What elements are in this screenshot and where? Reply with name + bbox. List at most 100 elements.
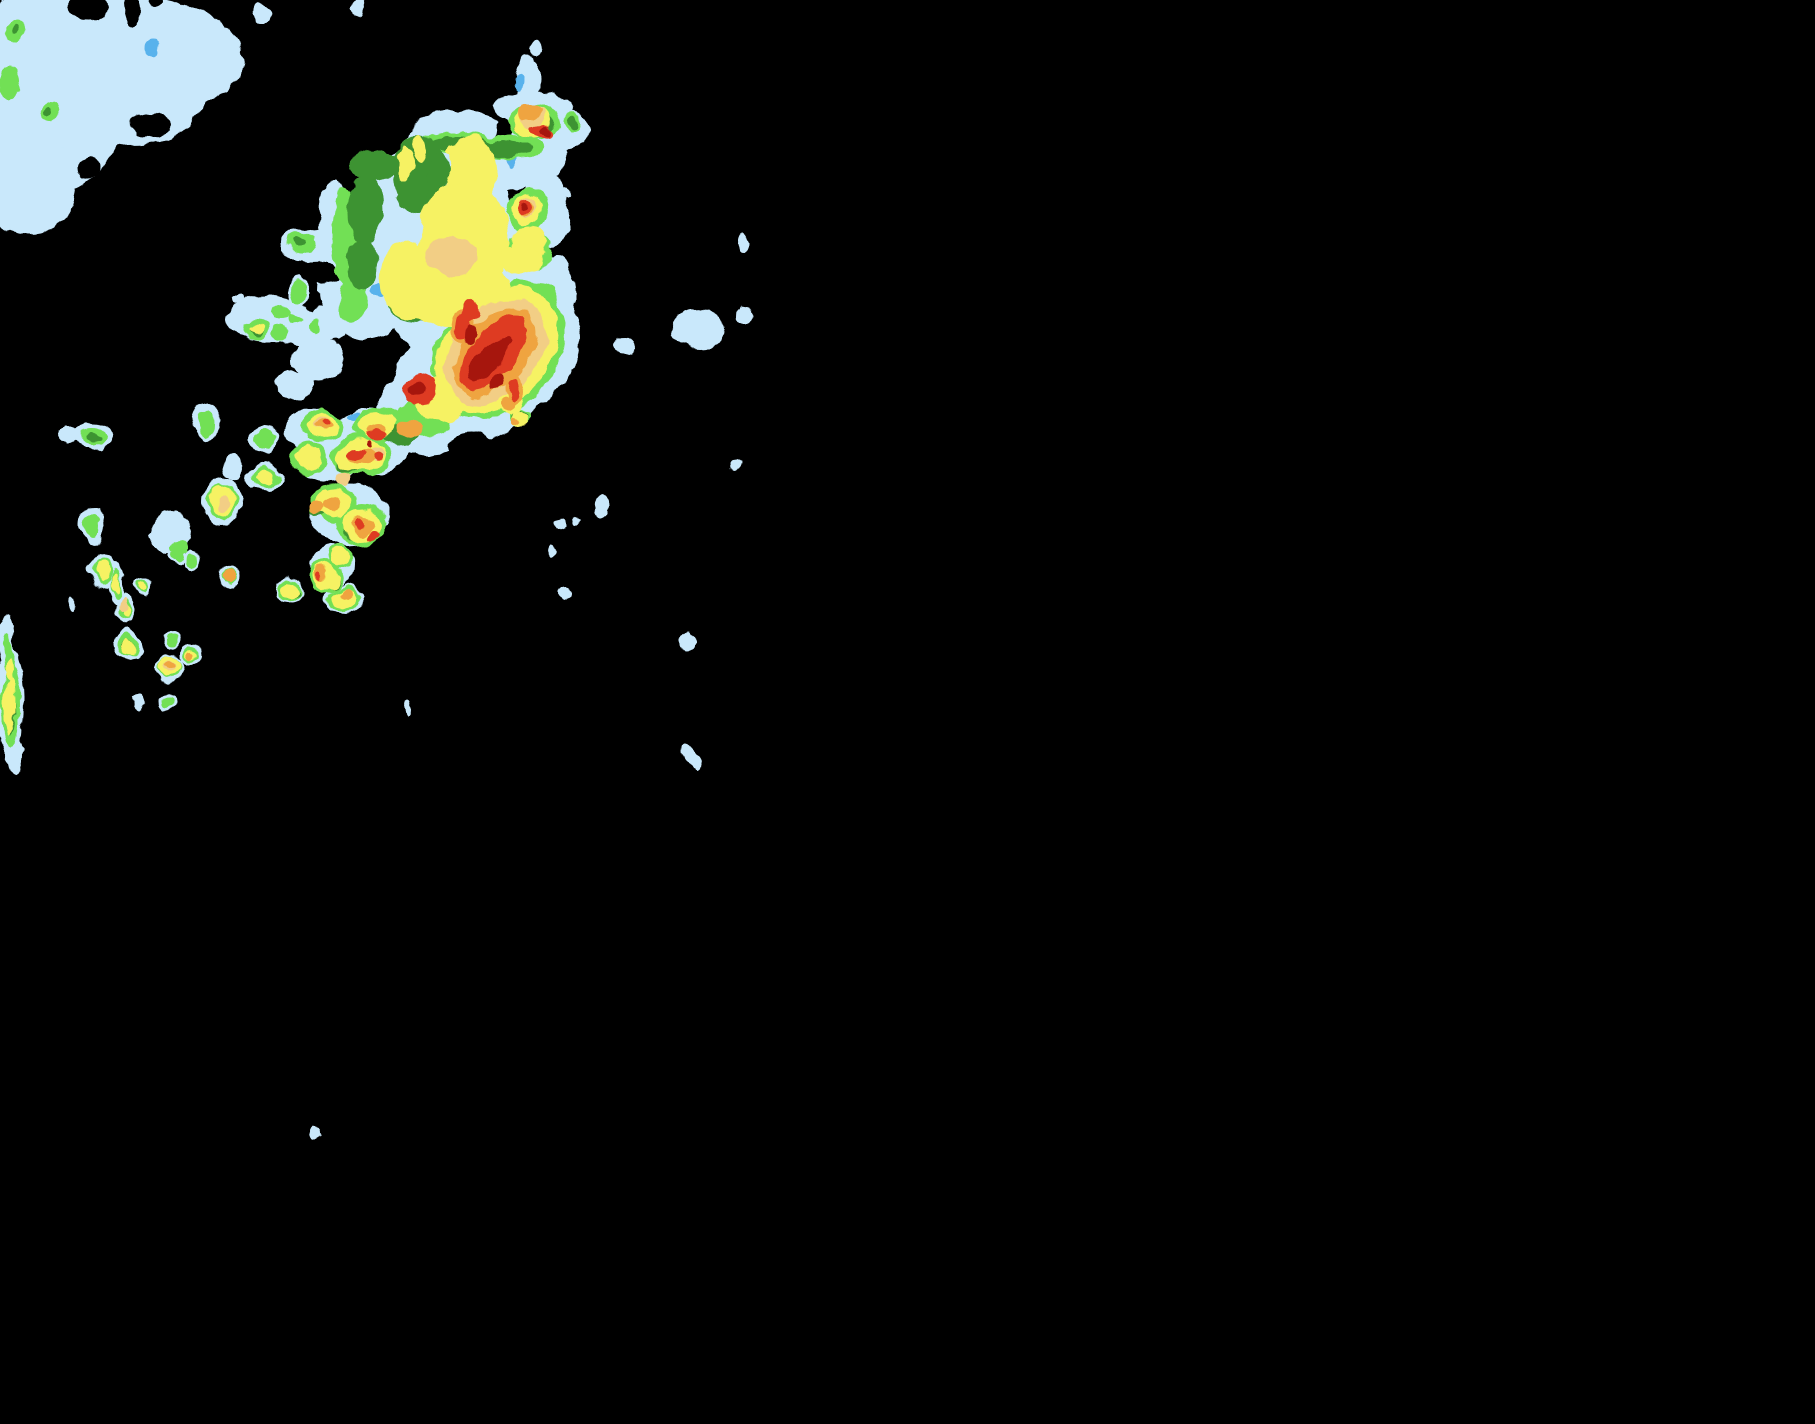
- precip-blob-bg: [149, 0, 163, 9]
- precip-blob-yellow: [249, 325, 263, 333]
- precip-blob-lightBlue: [405, 701, 411, 715]
- precip-blob-yellow: [330, 547, 350, 565]
- precip-blob-darkRed: [467, 335, 511, 385]
- precip-blob-red: [353, 517, 363, 529]
- precip-blob-red: [462, 298, 478, 322]
- precip-blob-darkGreen: [293, 236, 307, 246]
- precip-blob-darkGreen: [347, 240, 377, 290]
- precip-blob-orange: [520, 103, 540, 121]
- precip-blob-bg: [302, 262, 338, 282]
- precip-blob-lightGreen: [288, 315, 300, 325]
- precip-blob-lightGreen: [308, 320, 320, 332]
- precip-blob-medBlue: [144, 40, 160, 56]
- precip-blob-lightBlue: [672, 308, 724, 348]
- precip-blob-lightBlue: [564, 188, 572, 196]
- precip-blob-orange: [188, 651, 196, 659]
- precip-blob-darkGreen: [86, 433, 100, 441]
- precip-blob-lightGreen: [199, 410, 215, 438]
- precip-blob-lightBlue: [737, 304, 753, 326]
- precip-blob-yellow: [258, 469, 276, 485]
- precip-blob-lightGreen: [85, 514, 101, 538]
- precip-blob-lightBlue: [61, 426, 79, 444]
- precip-blob-lightGreen: [272, 326, 288, 338]
- precip-blob-lightBlue: [680, 743, 704, 773]
- precip-blob-red: [350, 448, 362, 458]
- precip-blob-darkGreen: [12, 25, 20, 33]
- precip-blob-darkRed: [522, 202, 528, 210]
- precip-blob-bg: [448, 433, 492, 461]
- precip-blob-yellow: [413, 135, 427, 165]
- precip-blob-yellow: [498, 246, 542, 274]
- precip-blob-lightGreen: [162, 697, 172, 709]
- precip-blob-lightBlue: [530, 40, 544, 56]
- precip-blob-lightBlue: [277, 370, 313, 400]
- precip-blob-bg: [68, 0, 108, 19]
- precip-blob-orange: [165, 662, 175, 670]
- precip-blob-lightBlue: [254, 5, 270, 25]
- precip-blob-lightBlue: [69, 597, 77, 613]
- precip-blob-yellow: [5, 675, 15, 735]
- precip-blob-lightGreen: [186, 553, 198, 567]
- precip-blob-lightBlue: [232, 297, 244, 305]
- precip-blob-yellow: [138, 582, 148, 590]
- precip-blob-yellow: [5, 656, 11, 680]
- precip-blob-darkRed: [465, 327, 475, 343]
- precip-blob-lightBlue: [551, 518, 565, 528]
- precip-blob-lightBlue: [352, 0, 368, 16]
- precip-blob-red: [509, 380, 521, 400]
- precip-blob-darkGreen: [350, 150, 400, 180]
- precip-blob-lightBlue: [309, 1127, 323, 1137]
- precip-blob-bg: [122, 0, 140, 27]
- precip-blob-lightBlue: [224, 455, 242, 481]
- precip-blob-darkRed: [488, 373, 506, 393]
- precip-blob-yellow: [380, 240, 440, 320]
- precip-blob-darkRed: [365, 441, 371, 447]
- precip-blob-tan: [426, 236, 478, 278]
- precip-blob-yellow: [281, 582, 299, 598]
- precip-blob-bg: [131, 112, 169, 138]
- precip-blob-yellow: [294, 445, 324, 471]
- precip-blob-lightBlue: [134, 698, 140, 712]
- precip-blob-red: [371, 453, 383, 463]
- precip-blob-lightBlue: [152, 510, 192, 554]
- precip-blob-darkGreen: [568, 117, 578, 129]
- precip-blob-lightGreen: [255, 431, 277, 449]
- precip-blob-lightBlue: [593, 498, 609, 518]
- precip-blob-red: [321, 421, 329, 427]
- precip-blob-tan: [337, 473, 353, 487]
- precip-blob-lightBlue: [558, 588, 572, 600]
- precip-blob-lightBlue: [0, 133, 76, 237]
- precip-blob-orange: [502, 399, 516, 411]
- precip-blob-bg: [493, 118, 513, 142]
- precip-blob-lightBlue: [548, 542, 556, 558]
- precip-blob-red: [318, 572, 324, 578]
- precipitation-layer: [0, 0, 753, 1137]
- precip-blob-lightGreen: [0, 66, 21, 98]
- precip-blob-lightGreen: [166, 634, 178, 646]
- precip-blob-orange: [223, 570, 237, 584]
- precip-blob-medBlue: [512, 74, 522, 90]
- precip-blob-lightBlue: [739, 234, 753, 250]
- precip-blob-yellow: [447, 142, 483, 158]
- precip-blob-lightBlue: [105, 15, 245, 105]
- precip-blob-red: [368, 531, 380, 539]
- precip-blob-orange: [338, 589, 352, 599]
- precip-blob-darkRed: [409, 380, 425, 396]
- precip-blob-lightBlue: [681, 631, 695, 651]
- precip-blob-yellow: [397, 147, 413, 183]
- precip-blob-lightGreen: [171, 543, 189, 555]
- precip-blob-orange: [511, 417, 521, 425]
- precip-blob-lightBlue: [614, 339, 634, 353]
- precip-blob-lightGreen: [292, 282, 306, 302]
- precip-blob-lightBlue: [293, 338, 343, 382]
- precip-blob-tan: [216, 494, 228, 514]
- precip-blob-lightBlue: [731, 461, 739, 469]
- precip-blob-yellow: [96, 560, 110, 582]
- precip-blob-lightBlue: [573, 519, 581, 527]
- precip-blob-bg: [77, 157, 99, 179]
- precip-blob-yellow: [113, 572, 121, 594]
- precip-blob-orange: [309, 502, 323, 514]
